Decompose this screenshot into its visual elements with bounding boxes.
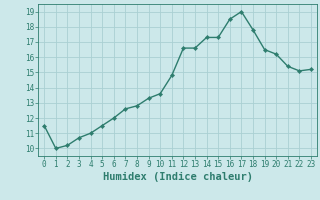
- X-axis label: Humidex (Indice chaleur): Humidex (Indice chaleur): [103, 172, 252, 182]
